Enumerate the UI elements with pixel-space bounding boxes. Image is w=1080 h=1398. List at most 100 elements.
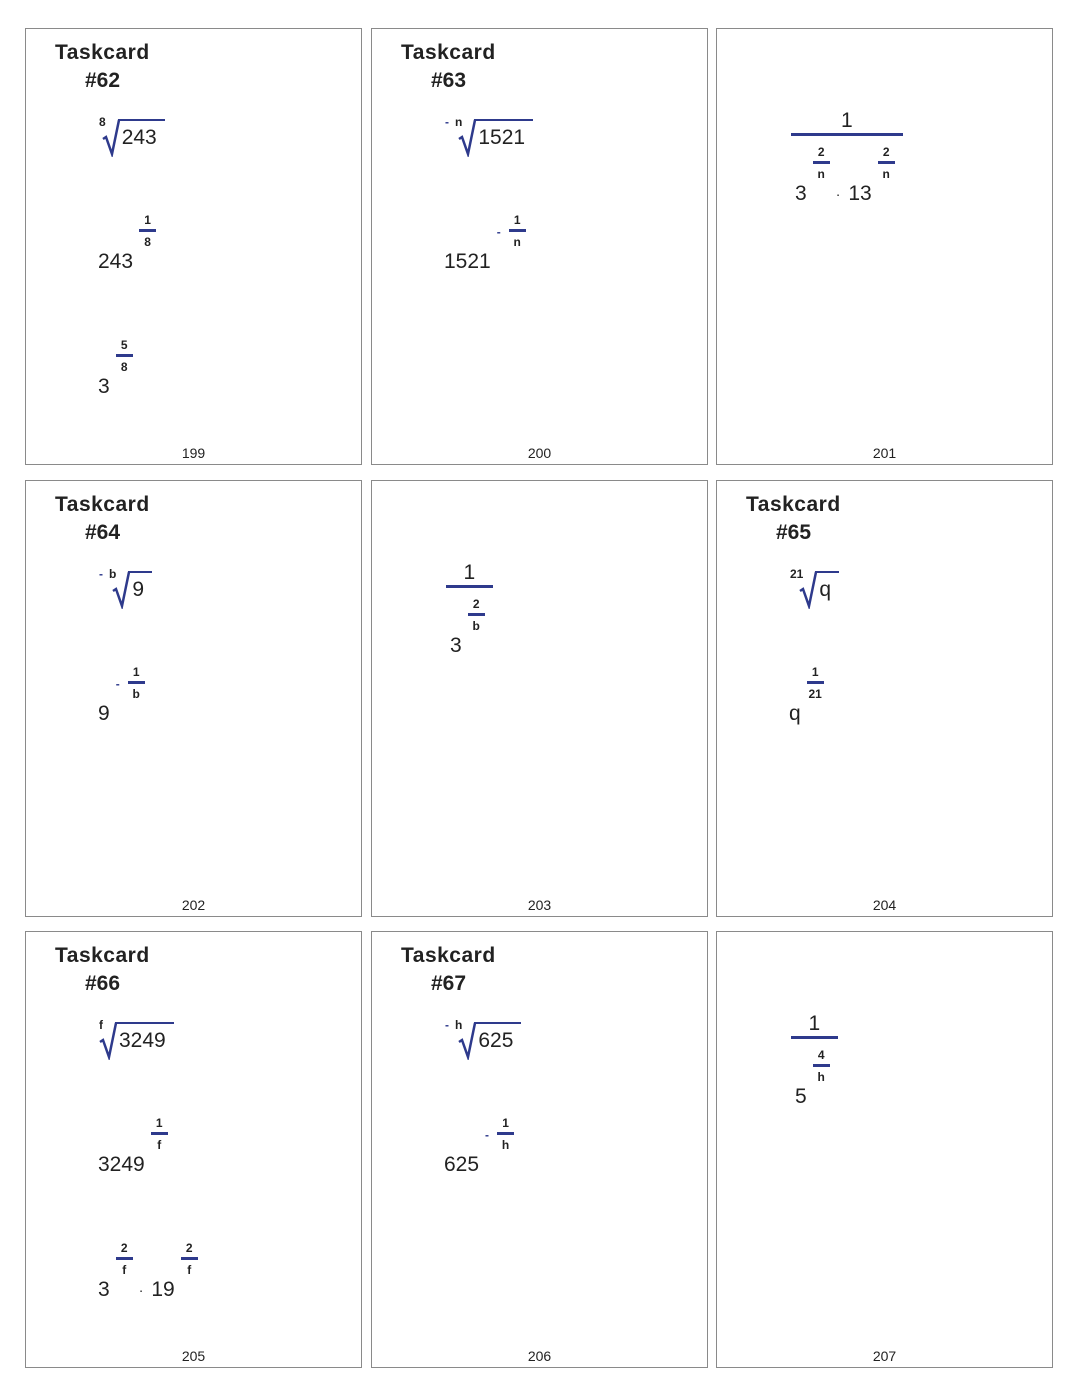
- exponent-numerator: 1: [144, 213, 151, 227]
- fraction-bar: [877, 161, 895, 164]
- fraction-bar: [812, 1064, 830, 1067]
- index-value: f: [99, 1018, 103, 1032]
- fraction-bar: [791, 1036, 838, 1039]
- power-base: 243: [98, 250, 134, 273]
- power-base: q: [789, 702, 801, 725]
- exponent-denominator: 8: [144, 235, 151, 249]
- fraction-bar: [139, 229, 157, 232]
- multiply-dot: ·: [835, 186, 841, 202]
- minus-sign: -: [496, 225, 501, 239]
- exponent-fraction: 1 21: [806, 665, 824, 701]
- minus-sign: -: [485, 1128, 490, 1142]
- card-title: Taskcard: [55, 944, 150, 967]
- page-number: 206: [527, 1348, 552, 1364]
- card-number: #63: [431, 69, 467, 92]
- radical-sign-icon: [101, 119, 120, 157]
- multiply-dot: ·: [138, 1282, 144, 1298]
- fraction-bar: [446, 585, 493, 588]
- power-base: 1521: [444, 250, 491, 273]
- exponent-denominator: h: [817, 1070, 825, 1084]
- exponent-numerator: 2: [120, 1241, 128, 1255]
- power-term: 13 2 n: [848, 145, 895, 206]
- power-term: 3249 1 f: [98, 1116, 168, 1177]
- reciprocal-fraction: 1 3 2 n · 13 2 n: [791, 109, 903, 206]
- radical-expression: - n 1521: [445, 115, 534, 157]
- power-expression: 1521-1 n: [444, 213, 526, 274]
- fraction-bar: [180, 1257, 198, 1260]
- exponent-numerator: 4: [817, 1048, 825, 1062]
- card-title: Taskcard: [55, 493, 150, 516]
- reciprocal-numerator: 1: [841, 109, 853, 132]
- exponent-denominator: b: [132, 687, 140, 701]
- taskcard: Taskcard #62 8 243 243 1 8 3 5 8 199: [25, 28, 362, 465]
- fraction-bar: [467, 613, 485, 616]
- power-base: 13: [848, 182, 872, 205]
- power-base: 3: [98, 375, 110, 398]
- exponent-denominator: n: [513, 235, 521, 249]
- power-base: 19: [151, 1278, 175, 1301]
- radical: f 3249: [99, 1018, 174, 1060]
- page-number: 203: [527, 897, 552, 913]
- radical-expression: 8 243: [99, 115, 165, 157]
- radical-sign-icon: [99, 1022, 117, 1060]
- power-term: 625-1 h: [444, 1116, 515, 1177]
- card-number: #67: [431, 972, 467, 995]
- exponent-numerator: 2: [882, 145, 890, 159]
- fraction-bar: [812, 161, 830, 164]
- taskcard: Taskcard #67- h 625 625-1 h 206: [371, 931, 708, 1368]
- radicand: 9: [128, 571, 153, 602]
- reciprocal-numerator: 1: [463, 561, 476, 584]
- radical-index: -b: [99, 567, 116, 581]
- radical-index: f: [99, 1018, 103, 1032]
- exponent-denominator: f: [157, 1138, 162, 1152]
- exponent-denominator: f: [187, 1263, 192, 1277]
- radical-index: 21: [790, 567, 803, 581]
- power-term: 19 2 f: [151, 1241, 198, 1302]
- exponent-numerator: 1: [513, 213, 521, 227]
- taskcard: 1 3 2 b 203: [371, 480, 708, 917]
- power-expression: 625-1 h: [444, 1116, 515, 1177]
- exponent-numerator: 2: [185, 1241, 193, 1255]
- index-value: b: [109, 567, 117, 581]
- power-base: 5: [795, 1085, 807, 1108]
- page-number: 207: [872, 1348, 897, 1364]
- radical-expression: 21 q: [790, 567, 840, 609]
- power-base: 3: [450, 634, 462, 657]
- exponent-numerator: 5: [120, 338, 128, 352]
- power-base: 9: [98, 702, 110, 725]
- page-number: 199: [181, 445, 206, 461]
- radical-expression: -b 9: [99, 567, 153, 609]
- radical: - h 625: [445, 1018, 522, 1060]
- page-number: 205: [181, 1348, 206, 1364]
- radicand: q: [815, 571, 840, 602]
- exponent-denominator: h: [501, 1138, 510, 1152]
- page-number: 200: [527, 445, 552, 461]
- card-number: #62: [85, 69, 121, 92]
- fraction-bar: [806, 681, 824, 684]
- radical-sign-icon: [799, 571, 818, 609]
- index-value: h: [455, 1018, 463, 1032]
- power-expression: q 1 21: [789, 665, 824, 726]
- power-base: 3: [98, 1278, 110, 1301]
- exponent-numerator: 1: [132, 665, 140, 679]
